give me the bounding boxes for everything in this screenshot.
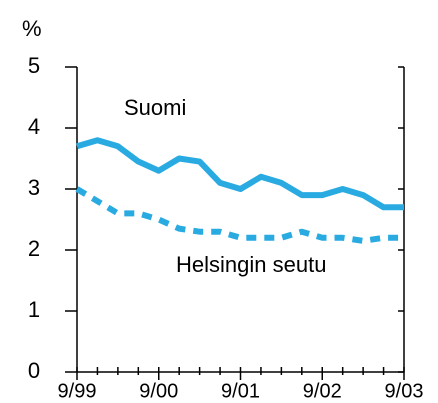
y-tick-label: 5 — [28, 53, 40, 78]
y-tick-label: 0 — [28, 358, 40, 383]
x-tick-label: 9/03 — [385, 380, 424, 402]
y-tick-label: 1 — [28, 297, 40, 322]
line-series — [75, 186, 404, 244]
x-tick-label: 9/00 — [139, 380, 178, 402]
y-tick-label: 4 — [28, 114, 40, 139]
x-tick-label: 9/99 — [58, 380, 97, 402]
y-unit: % — [22, 16, 42, 41]
x-tick-label: 9/02 — [303, 380, 342, 402]
series-label: Suomi — [124, 95, 186, 120]
series-label: Helsingin seutu — [176, 252, 326, 277]
x-tick-label: 9/01 — [221, 380, 260, 402]
y-tick-label: 2 — [28, 236, 40, 261]
y-tick-label: 3 — [28, 175, 40, 200]
line-series — [76, 137, 404, 211]
